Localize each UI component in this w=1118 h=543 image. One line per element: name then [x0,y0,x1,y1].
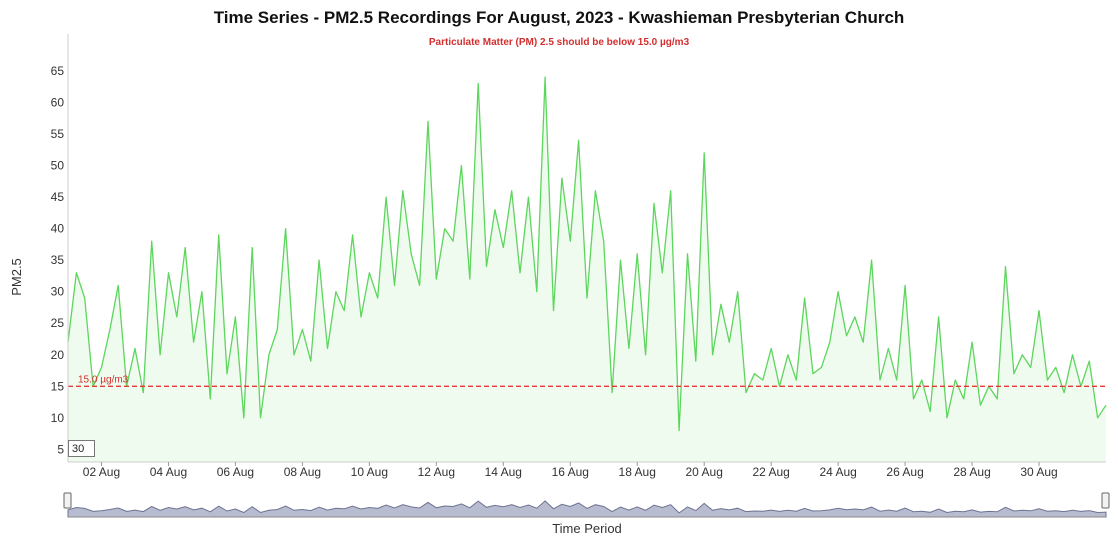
y-tick-label: 45 [51,190,65,204]
x-tick-label: 26 Aug [886,465,923,479]
y-tick-labels: 5 10 15 20 25 30 35 40 45 50 55 60 65 [51,64,65,456]
x-tick-label: 06 Aug [217,465,254,479]
y-tick-label: 55 [51,127,65,141]
x-tick-label: 08 Aug [284,465,321,479]
navigator-left-handle[interactable] [63,492,72,509]
x-tick-label: 12 Aug [418,465,455,479]
y-tick-label: 35 [51,253,65,267]
y-tick-label: 15 [51,379,65,393]
range-navigator[interactable] [63,492,1110,518]
navigator-area [67,500,1107,518]
navigator-right-handle[interactable] [1101,492,1110,509]
x-tick-label: 10 Aug [351,465,388,479]
x-tick-label: 18 Aug [619,465,656,479]
x-tick-label: 14 Aug [485,465,522,479]
x-tick-label: 30 Aug [1020,465,1057,479]
y-axis-title: PM2.5 [9,258,24,296]
y-tick-label: 5 [57,442,64,456]
x-tick-label: 04 Aug [150,465,187,479]
y-tick-label: 20 [51,348,65,362]
x-tick-label: 22 Aug [752,465,789,479]
y-tick-label: 60 [51,95,65,109]
y-tick-label: 30 [51,285,65,299]
x-axis-title: Time Period [552,521,622,536]
y-tick-label: 40 [51,222,65,236]
y-tick-label: 50 [51,159,65,173]
chart-subtitle: Particulate Matter (PM) 2.5 should be be… [428,37,690,48]
x-tick-label: 02 Aug [83,465,120,479]
threshold-label: 15.0 µg/m3 [78,374,129,385]
x-tick-label: 16 Aug [552,465,589,479]
period-input[interactable]: 30 [68,440,95,457]
pm25-area [68,77,1106,462]
x-tick-label: 20 Aug [686,465,723,479]
chart-title: Time Series - PM2.5 Recordings For Augus… [213,8,905,27]
y-tick-label: 10 [51,411,65,425]
x-tick-labels: 02 Aug 04 Aug 06 Aug 08 Aug 10 Aug 12 Aug 14 A… [83,462,1058,479]
x-tick-label: 28 Aug [953,465,990,479]
x-tick-label: 24 Aug [819,465,856,479]
pm25-line [67,76,1107,432]
y-tick-label: 25 [51,316,65,330]
y-tick-label: 65 [51,64,65,78]
